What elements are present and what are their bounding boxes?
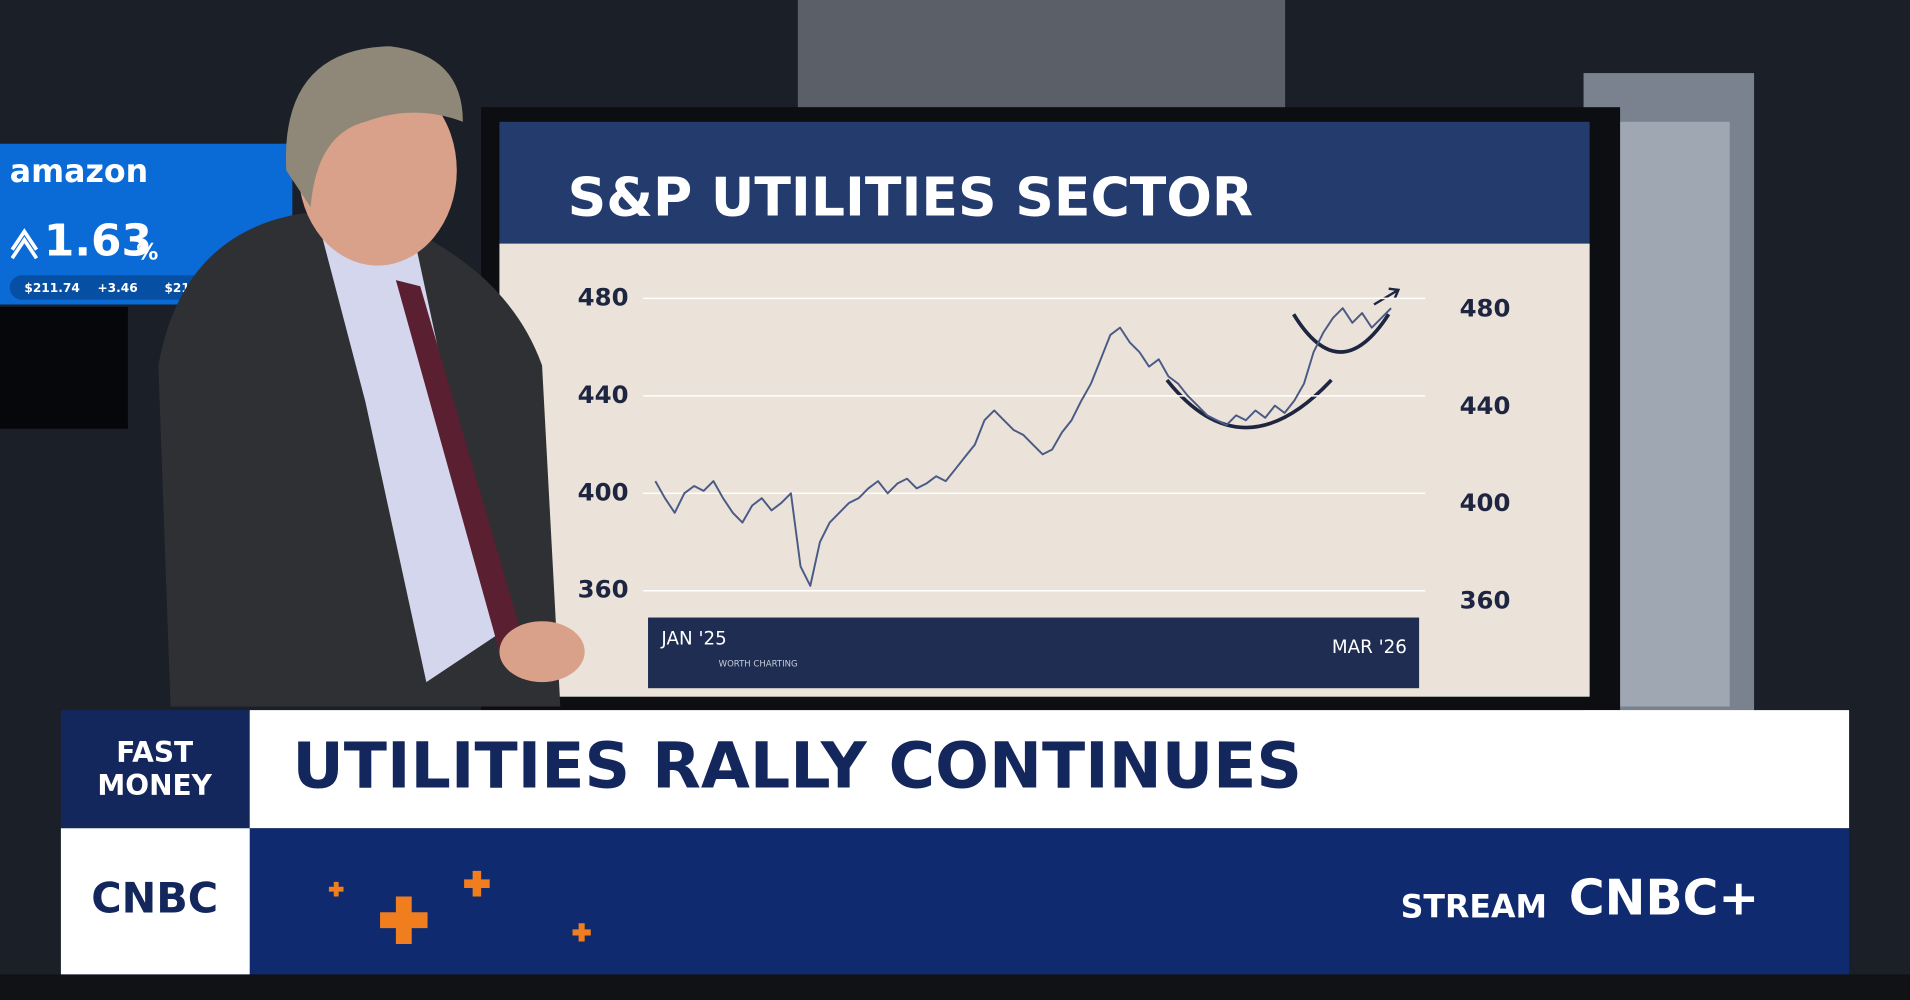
presenter-hair xyxy=(285,46,463,208)
price-line xyxy=(654,307,1392,587)
plus-icon xyxy=(464,870,490,897)
ticker-price-bar xyxy=(9,275,223,300)
network-logo: CNBC xyxy=(91,874,218,922)
show-box xyxy=(60,710,250,829)
studio-monitor xyxy=(0,306,128,429)
presenter-tie xyxy=(395,280,522,652)
plus-icon xyxy=(328,881,344,897)
presenter xyxy=(158,46,585,707)
y-tick-label: 360 xyxy=(578,575,629,604)
ticker-change: 1.63 xyxy=(44,216,152,267)
network-box xyxy=(60,828,250,975)
y-tick-label: 440 xyxy=(578,380,629,409)
presenter-hands xyxy=(499,621,585,683)
date-bar xyxy=(648,617,1420,689)
up-arrow-icon xyxy=(10,228,39,260)
stream-brand: CNBC+ xyxy=(1569,870,1759,926)
x-tick-label: JAN '25 xyxy=(660,628,726,649)
lower-band xyxy=(60,828,1850,975)
y-tick-label: 400 xyxy=(578,477,629,506)
studio-panel-stripes xyxy=(1607,121,1730,707)
ticker-change-unit: % xyxy=(136,240,158,265)
footer-note: WORTH CHARTING xyxy=(719,659,798,669)
plus-icon xyxy=(380,896,428,944)
studio-column xyxy=(797,0,1286,116)
headline: UTILITIES RALLY CONTINUES xyxy=(292,728,1302,802)
show-name: FAST xyxy=(116,736,193,769)
cup-annotation xyxy=(1165,378,1333,430)
y2-tick-label: 400 xyxy=(1460,488,1511,517)
x-tick-label: MAR '26 xyxy=(1332,637,1407,658)
screen-title: S&P UTILITIES SECTOR xyxy=(568,166,1254,229)
y2-tick-label: 480 xyxy=(1460,293,1511,322)
chart: 480 440 400 360 480 440 400 360 JAN '25 MAR '26 xyxy=(578,282,1511,658)
plus-icon xyxy=(572,923,591,942)
trend-arrow xyxy=(1373,287,1401,306)
plus-decorations xyxy=(328,870,591,944)
ticker-brand: amazon xyxy=(10,154,148,190)
ticker-price: $211.74 xyxy=(24,281,79,295)
stream-label: STREAM xyxy=(1401,890,1547,926)
headline-bar xyxy=(249,710,1850,829)
presenter-shirt xyxy=(319,225,500,683)
handle-annotation xyxy=(1292,313,1391,354)
y2-tick-label: 440 xyxy=(1460,391,1511,420)
studio-floor xyxy=(0,974,1910,1000)
show-name: MONEY xyxy=(97,769,212,802)
screen-header xyxy=(499,121,1590,244)
y-tick-label: 480 xyxy=(578,282,629,311)
ticker-price: +3.46 xyxy=(97,281,137,295)
y2-tick-label: 360 xyxy=(1460,586,1511,615)
